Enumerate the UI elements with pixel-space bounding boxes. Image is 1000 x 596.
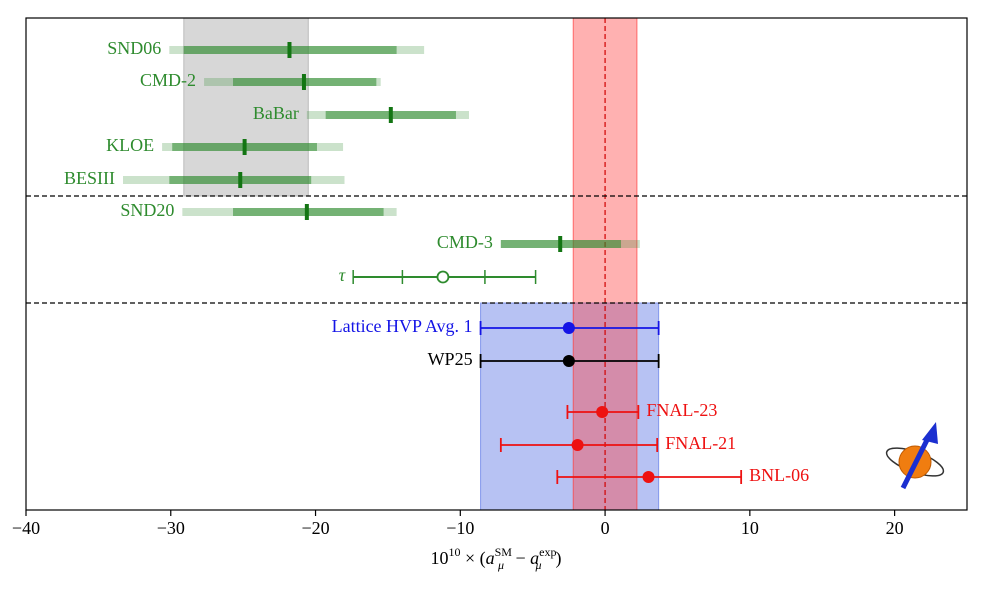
x-axis-label-part: a <box>530 548 539 568</box>
spin-arrow <box>900 434 932 490</box>
row-label: BNL-06 <box>749 465 809 485</box>
x-axis-label-part: − <box>511 548 530 568</box>
center-tick <box>242 139 247 155</box>
x-tick-label: −10 <box>446 518 474 538</box>
row-label: KLOE <box>106 135 154 155</box>
row-label: FNAL-21 <box>665 433 736 453</box>
x-axis-label-part: μ <box>497 558 504 572</box>
x-axis-label-part: × ( <box>460 548 485 569</box>
row-label: BESIII <box>64 168 115 188</box>
row-label: CMD-3 <box>437 232 493 252</box>
center-tick <box>301 74 306 90</box>
x-axis-label-part: exp <box>539 545 556 559</box>
x-axis-label-part: SM <box>495 545 513 559</box>
group-band <box>480 302 660 511</box>
x-tick-label: 20 <box>886 518 904 538</box>
center-marker <box>562 355 575 367</box>
center-marker <box>642 471 655 483</box>
center-marker <box>571 439 584 451</box>
x-axis-label-part: μ <box>534 558 541 572</box>
x-tick-label: 10 <box>741 518 759 538</box>
center-tick <box>558 236 563 252</box>
x-tick-label: −40 <box>12 518 40 538</box>
muon-icon <box>885 422 945 490</box>
center-marker <box>436 270 450 284</box>
x-tick-label: −30 <box>157 518 185 538</box>
x-axis-label-part: 10 <box>430 548 448 568</box>
center-marker <box>596 406 609 418</box>
x-tick-label: 0 <box>601 518 610 538</box>
center-tick <box>287 42 292 58</box>
row-label: BaBar <box>253 103 299 123</box>
row-label: Lattice HVP Avg. 1 <box>332 316 473 336</box>
center-tick <box>304 204 309 220</box>
center-tick <box>388 107 393 123</box>
row-label: SND06 <box>107 38 161 58</box>
x-axis-label-part: ) <box>556 548 562 569</box>
row-label: FNAL-23 <box>646 400 717 420</box>
row-label: SND20 <box>120 200 174 220</box>
center-marker <box>562 322 575 334</box>
center-tick <box>238 172 243 188</box>
row-label: τ <box>339 265 346 285</box>
x-tick-label: −20 <box>301 518 329 538</box>
x-axis-label-part: 10 <box>448 545 460 559</box>
row-label: CMD-2 <box>140 70 196 90</box>
x-axis-label-part: a <box>486 548 495 568</box>
row-label: WP25 <box>428 349 473 369</box>
x-axis-label: 1010 × (aSM μ − aexp μ) <box>430 545 561 572</box>
plot-frame <box>25 17 968 511</box>
spin-arrow-head <box>922 422 938 444</box>
